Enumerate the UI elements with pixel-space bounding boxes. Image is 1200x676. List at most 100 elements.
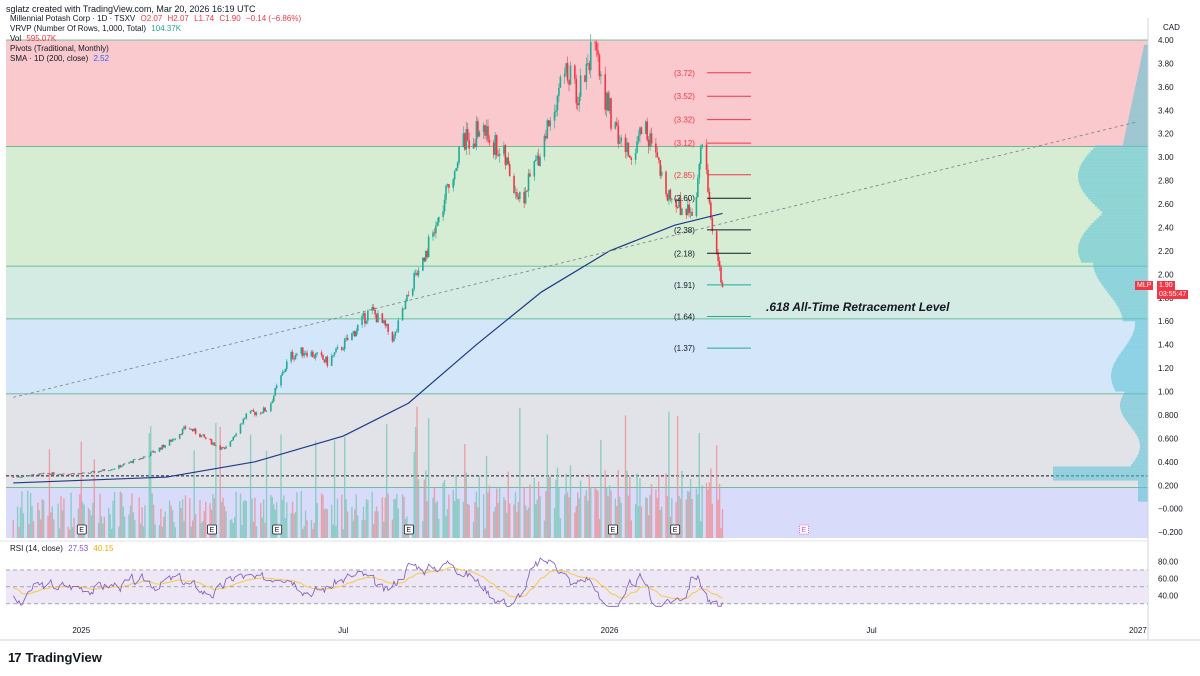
earnings-marker-3	[403, 524, 414, 535]
vp-bar	[1078, 246, 1148, 249]
volume-bar	[701, 485, 703, 538]
volume-bar	[273, 504, 275, 538]
volume-bar	[647, 515, 650, 538]
volume-bar	[711, 503, 714, 538]
volume-bar	[707, 489, 709, 538]
time-tick-label: Jul	[338, 626, 348, 635]
candle	[484, 125, 486, 136]
candle	[529, 173, 531, 177]
volume-bar	[527, 507, 530, 538]
volume-bar	[300, 491, 302, 538]
vp-bar	[1135, 86, 1148, 90]
volume-bar	[80, 441, 82, 538]
legend-sma-row[interactable]: SMA · 1D (200, close) 2.52	[10, 54, 112, 64]
vp-bar	[1112, 365, 1148, 369]
candle	[219, 445, 222, 450]
volume-bar	[630, 520, 632, 538]
currency-label[interactable]: CAD	[1163, 23, 1180, 32]
vp-bar	[1111, 377, 1148, 380]
volume-bar	[394, 498, 397, 538]
time-tick-label: Jul	[866, 626, 876, 635]
price-tick-label: 3.40	[1158, 106, 1174, 115]
candle	[558, 87, 560, 96]
volume-bar	[316, 503, 318, 538]
volume-bar	[432, 497, 434, 538]
candle	[620, 137, 622, 142]
vp-bar	[1137, 436, 1148, 439]
rsi-line	[12, 557, 723, 607]
time-axis: 2025 Jul 2026 Jul 2027	[0, 626, 1200, 641]
volume-bar	[715, 445, 718, 538]
candle	[367, 310, 369, 321]
candle	[304, 352, 307, 354]
candle	[32, 474, 35, 476]
volume-bar	[367, 500, 369, 538]
candle	[568, 80, 570, 85]
candle	[294, 355, 297, 360]
pivot-label-6: (2.38)	[674, 226, 695, 235]
candle	[352, 331, 355, 333]
tradingview-logo[interactable]: 17 TradingView	[8, 650, 102, 665]
pivot-zone-3	[6, 318, 1148, 394]
legend-symbol: Millennial Potash Corp · 1D · TSXV	[10, 14, 136, 23]
volume-bar	[533, 477, 536, 538]
candle	[681, 208, 683, 216]
vp-bar	[1086, 154, 1148, 158]
trendline-dashed	[13, 121, 1137, 398]
legend-rsi-row[interactable]: RSI (14, close) 27.53 40.15	[10, 544, 116, 554]
vp-bar	[1122, 412, 1148, 415]
candle	[534, 159, 537, 162]
candle	[356, 324, 359, 332]
legend-pivots-row[interactable]: Pivots (Traditional, Monthly)	[10, 44, 112, 54]
candle	[191, 428, 194, 432]
candle	[371, 307, 373, 311]
vp-bar	[1119, 354, 1148, 357]
vp-bar	[1078, 250, 1148, 254]
candle	[482, 125, 485, 132]
candle	[594, 41, 596, 43]
volume-bar	[698, 432, 701, 538]
volume-bar	[618, 496, 621, 538]
candle	[190, 428, 193, 430]
volume-bar	[620, 502, 622, 538]
volume-bar	[121, 493, 123, 538]
vp-bar	[1127, 124, 1148, 127]
volume-bar	[535, 504, 537, 538]
vp-bar	[1090, 150, 1148, 153]
volume-bar	[426, 501, 428, 538]
volume-bar	[660, 506, 663, 538]
last-price-tag: 1.90	[1157, 281, 1175, 290]
vp-bar	[1135, 84, 1148, 87]
candle	[374, 309, 376, 315]
trendline	[13, 121, 1137, 398]
earnings-marker-label-5: E	[673, 527, 678, 534]
vp-bar	[1121, 396, 1148, 399]
candle	[504, 145, 507, 165]
candle	[239, 424, 242, 434]
candle	[565, 63, 567, 74]
candle	[569, 65, 572, 85]
vp-bar	[1125, 133, 1148, 137]
earnings-marker-4	[608, 524, 618, 535]
candle	[284, 368, 287, 372]
ticker-tag: MLP	[1135, 281, 1154, 290]
legend-vrvp-row[interactable]: VRVP (Number Of Rows, 1,000, Total) 104.…	[10, 24, 184, 34]
pivot-zone-1	[6, 146, 1148, 267]
vp-bar	[1116, 358, 1148, 362]
vp-bar	[1133, 330, 1148, 333]
candle	[488, 140, 491, 143]
earnings-marker-0	[76, 524, 87, 535]
vp-bar	[1078, 171, 1148, 174]
legend-vol-row[interactable]: Vol 595.07K	[10, 34, 59, 44]
volume-bar	[503, 497, 505, 538]
volume-bar	[330, 504, 333, 538]
price-tick-label: 4.00	[1158, 36, 1174, 45]
vp-bar	[1113, 386, 1148, 390]
candle	[539, 156, 541, 166]
volume-bar	[465, 472, 467, 538]
volume-bar	[160, 508, 162, 538]
vp-bar	[1139, 445, 1148, 448]
candle	[478, 131, 481, 137]
